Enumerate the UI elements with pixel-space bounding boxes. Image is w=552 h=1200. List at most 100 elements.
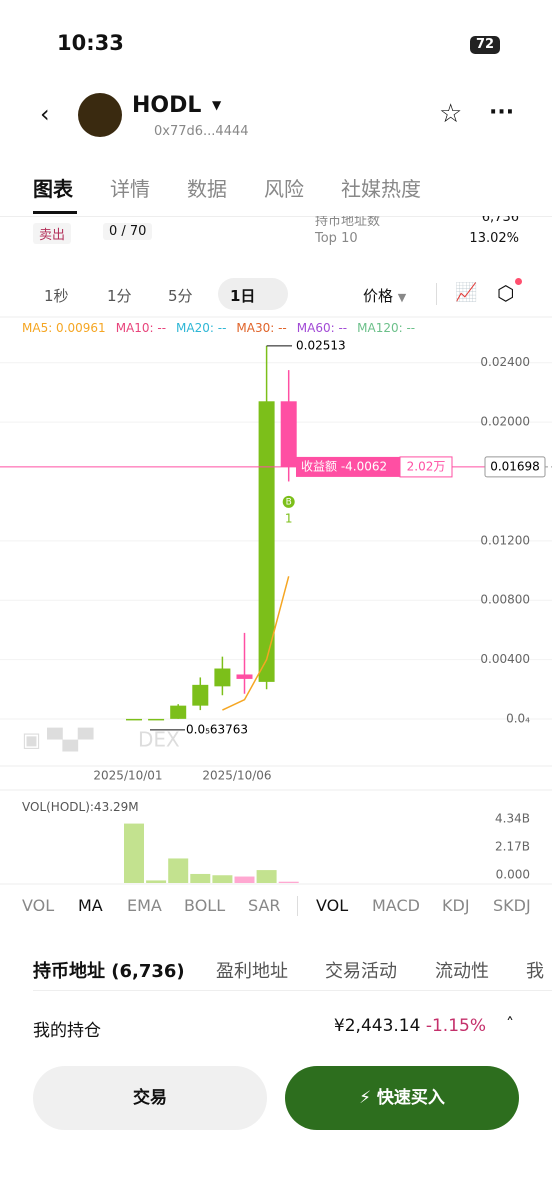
time: 10:33 (57, 31, 124, 55)
y-tick-label: 0.0₄ (506, 712, 530, 726)
sub-indicator[interactable]: MACD (372, 896, 420, 915)
position-label: 我的持仓 (33, 1021, 101, 1041)
back-button[interactable]: ‹ (40, 100, 50, 128)
quick-buy-button[interactable]: ⚡ 快速买入 (285, 1066, 519, 1130)
divider (436, 283, 437, 305)
indicator[interactable]: BOLL (184, 896, 226, 915)
tab[interactable]: 风险 (264, 177, 304, 201)
lightning-icon: ⚡ (359, 1088, 371, 1108)
token-name: HODL (132, 93, 202, 118)
pnl-tag (296, 456, 400, 477)
volume-bar (146, 880, 167, 883)
ma-legend: MA5: 0.00961 MA10: -- MA20: -- MA30: -- MA60… (22, 321, 425, 335)
tab[interactable]: 数据 (187, 177, 227, 201)
avatar (78, 93, 122, 137)
y-tick-label: 0.02000 (480, 415, 530, 429)
ma-legend-item: MA10: -- (115, 321, 167, 335)
tab[interactable]: 图表 (33, 177, 73, 201)
tab[interactable]: 社媒热度 (341, 177, 421, 201)
tab[interactable]: 详情 (110, 177, 150, 201)
candle-body (192, 684, 209, 706)
bottom-tab[interactable]: 盈利地址 (216, 961, 288, 982)
candle-body (258, 401, 275, 682)
divider (0, 216, 552, 217)
bottom-tab[interactable]: 流动性 (435, 961, 489, 982)
buy-marker-bg (282, 495, 295, 508)
tab-underline (33, 211, 77, 214)
indicator-icon[interactable]: 📈 (455, 282, 478, 303)
settings-icon[interactable]: ⬡ (497, 281, 515, 305)
top10-label: Top 10 (315, 231, 358, 246)
address[interactable]: 0x77d6...4444 (154, 124, 249, 139)
volume-bar (168, 858, 189, 883)
sub-indicator[interactable]: VOL (316, 896, 349, 915)
trade-text: 交易 (133, 1088, 167, 1108)
position-change: -1.15% (425, 1016, 486, 1036)
candle-body (236, 674, 253, 679)
buy-count: 1 (285, 511, 293, 525)
price-mode[interactable]: 价格 ▼ (363, 287, 407, 305)
ma-legend-item: MA5: 0.00961 (22, 321, 106, 335)
interval[interactable]: 1秒 (44, 287, 69, 305)
position-value: ¥2,443.14 (333, 1016, 421, 1036)
y-tick-label: 0.02400 (480, 355, 530, 369)
bottom-tab[interactable]: 持币地址 (6,736) (33, 961, 185, 982)
volume-bar (212, 875, 233, 883)
x-tick-label: 2025/10/01 (93, 769, 162, 783)
candle-body (148, 718, 165, 721)
trade-button[interactable]: 交易 (33, 1066, 267, 1130)
star-button[interactable]: ☆ (439, 99, 463, 129)
volume-bar (256, 870, 277, 883)
pnl-amount-tag (399, 456, 453, 478)
pnl-amount: 2.02万 (407, 459, 446, 473)
sell-text: 卖出 (39, 228, 66, 243)
volume-bar (234, 876, 255, 883)
top10: 13.02% (469, 231, 519, 246)
volume-bar (278, 881, 299, 883)
indicator[interactable]: SAR (248, 896, 281, 915)
divider (33, 990, 552, 991)
watermark: DEX (138, 728, 180, 752)
sub-indicator[interactable]: SKDJ (493, 896, 531, 915)
interval[interactable]: 1分 (107, 287, 132, 305)
ma-legend-item: MA20: -- (176, 321, 227, 335)
y-tick-label: 0.01200 (480, 533, 530, 547)
expand-icon[interactable]: ˄ (506, 1014, 514, 1033)
y-tick-label: 0.00800 (480, 593, 530, 607)
indicator[interactable]: VOL (22, 896, 55, 915)
ratio-chip: 0 / 70 (103, 223, 153, 240)
badge (515, 278, 522, 285)
interval[interactable]: 1日 (230, 287, 256, 305)
position-row: ¥2,443.14 -1.15% (334, 1016, 486, 1036)
holders: 6,736 (481, 210, 519, 225)
price-tag (484, 456, 546, 478)
candle-body (126, 718, 142, 721)
buy-marker: B (286, 497, 292, 507)
interval[interactable]: 5分 (168, 287, 193, 305)
more-button[interactable]: ··· (489, 100, 515, 125)
ma-legend-item: MA120: -- (357, 321, 416, 335)
sell-chip[interactable]: 卖出 (33, 223, 72, 244)
ma-legend-item: MA30: -- (236, 321, 287, 335)
volume-bar (190, 873, 211, 883)
candle-body (280, 401, 297, 467)
caret[interactable]: ▼ (212, 98, 222, 112)
quick-buy-text: 快速买入 (376, 1088, 445, 1108)
indicator[interactable]: EMA (127, 896, 162, 915)
low-label: 0.0₅63763 (186, 722, 248, 736)
volume-tick-label: 0.000 (496, 868, 530, 882)
indicator[interactable]: MA (78, 896, 103, 915)
sub-indicator[interactable]: KDJ (442, 896, 470, 915)
bottom-tab[interactable]: 我 (526, 961, 544, 982)
bottom-tab[interactable]: 交易活动 (325, 961, 397, 982)
pnl: 收益额 -4.0062 (301, 459, 387, 473)
volume-tick-label: 2.17B (495, 839, 530, 853)
divider (297, 896, 298, 916)
volume-label: VOL(HODL):43.29M (22, 800, 139, 814)
x-tick-label: 2025/10/06 (202, 769, 271, 783)
watermark-logo: ▣ ▀▄▀ (22, 728, 94, 752)
volume-tick-label: 4.34B (495, 811, 530, 825)
battery: 72 (470, 36, 500, 54)
